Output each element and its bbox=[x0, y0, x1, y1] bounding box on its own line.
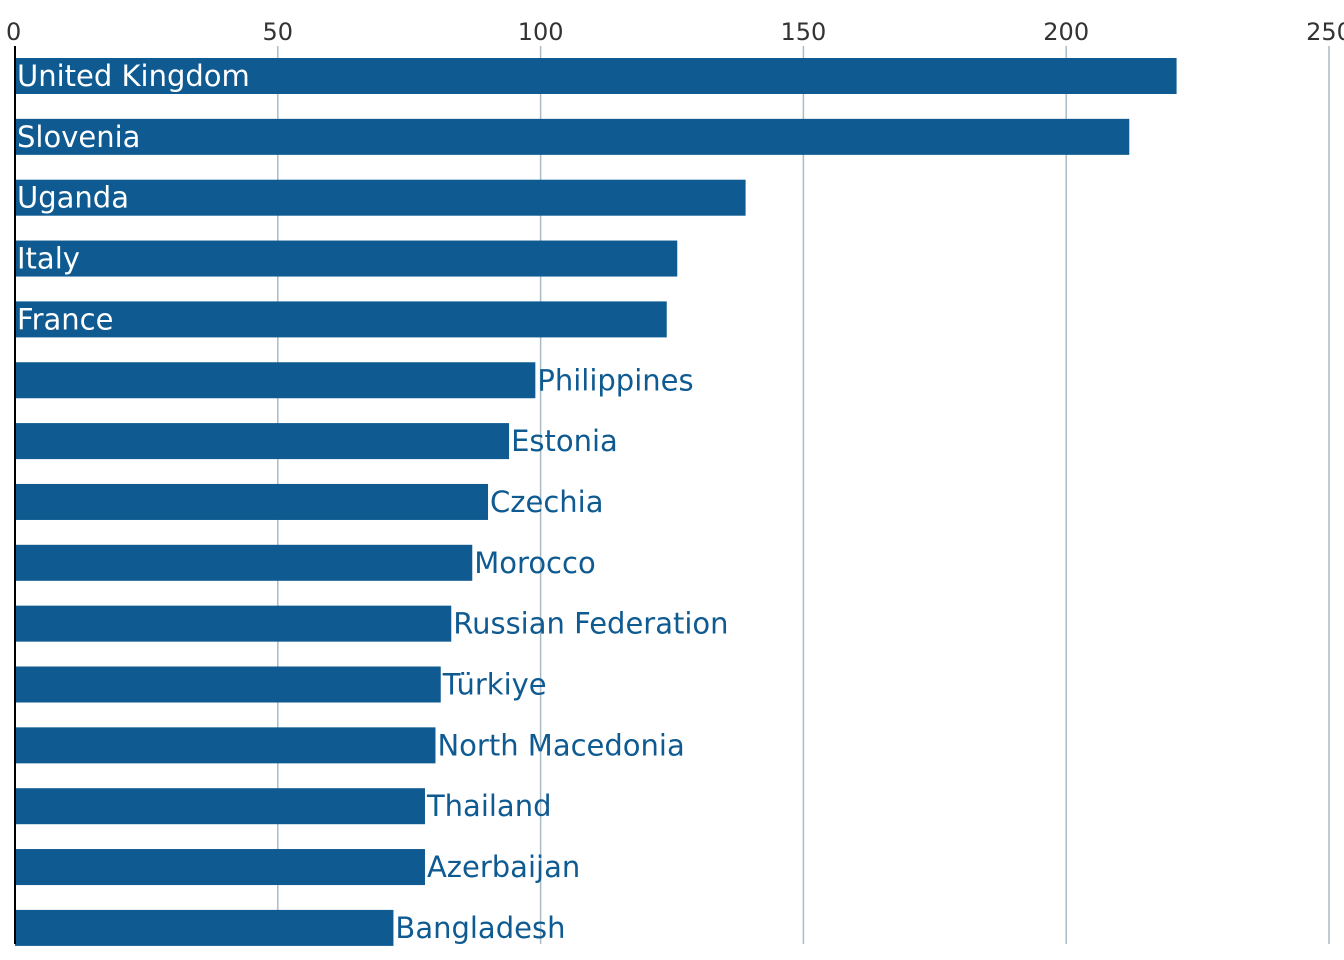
bar bbox=[15, 666, 441, 703]
bar-label: Philippines bbox=[537, 363, 693, 397]
bar bbox=[15, 301, 667, 338]
bar-label: Thailand bbox=[426, 789, 552, 823]
x-tick-label: 200 bbox=[1043, 18, 1089, 46]
x-axis-ticks: 0 50 100 150 200 250 bbox=[6, 18, 1344, 46]
bar bbox=[15, 423, 510, 460]
x-tick-label: 150 bbox=[780, 18, 826, 46]
bar bbox=[15, 118, 1130, 155]
bar bbox=[15, 849, 425, 886]
bar-label: Czechia bbox=[490, 485, 603, 519]
bar-label: Italy bbox=[17, 242, 80, 276]
bar bbox=[15, 362, 536, 399]
bar-label: Estonia bbox=[511, 424, 618, 458]
x-tick-label: 250 bbox=[1306, 18, 1344, 46]
bar-label: Russian Federation bbox=[453, 607, 728, 641]
x-tick-label: 0 bbox=[6, 18, 21, 46]
bar bbox=[15, 909, 394, 946]
bar bbox=[15, 240, 678, 277]
bar bbox=[15, 483, 489, 520]
bar bbox=[15, 544, 473, 581]
bar-labels: United Kingdom Slovenia Uganda Italy France P… bbox=[17, 59, 729, 945]
bar-label: United Kingdom bbox=[17, 59, 250, 93]
bar-label: North Macedonia bbox=[437, 728, 684, 762]
bar-label: France bbox=[17, 302, 113, 336]
x-tick-label: 50 bbox=[263, 18, 294, 46]
bar-label: Morocco bbox=[474, 546, 595, 580]
bar bbox=[15, 58, 1177, 94]
bar bbox=[15, 727, 436, 764]
bar-label: Slovenia bbox=[17, 120, 140, 154]
bar bbox=[15, 605, 452, 642]
bar bbox=[15, 179, 746, 216]
bar-label: Türkiye bbox=[442, 668, 547, 702]
bar-label: Azerbaijan bbox=[427, 850, 580, 884]
bar-label: Bangladesh bbox=[395, 911, 565, 945]
bars bbox=[15, 58, 1177, 946]
x-tick-label: 100 bbox=[518, 18, 564, 46]
bar-label: Uganda bbox=[17, 181, 129, 215]
bar bbox=[15, 788, 425, 825]
